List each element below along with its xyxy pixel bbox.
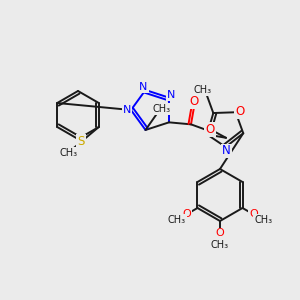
Text: O: O	[206, 123, 214, 136]
Text: O: O	[216, 229, 224, 238]
Text: N: N	[222, 145, 231, 158]
Text: N: N	[167, 90, 175, 100]
Text: CH₃: CH₃	[254, 215, 272, 225]
Text: N: N	[139, 82, 148, 92]
Text: CH₃: CH₃	[168, 215, 186, 225]
Text: CH₃: CH₃	[194, 85, 211, 95]
Text: O: O	[235, 105, 244, 118]
Text: S: S	[77, 135, 85, 148]
Text: O: O	[249, 209, 258, 219]
Text: CH₃: CH₃	[211, 240, 229, 250]
Text: N: N	[123, 105, 131, 115]
Text: CH₃: CH₃	[59, 148, 77, 158]
Text: CH₃: CH₃	[152, 104, 170, 114]
Text: O: O	[182, 209, 191, 219]
Text: O: O	[190, 95, 199, 108]
